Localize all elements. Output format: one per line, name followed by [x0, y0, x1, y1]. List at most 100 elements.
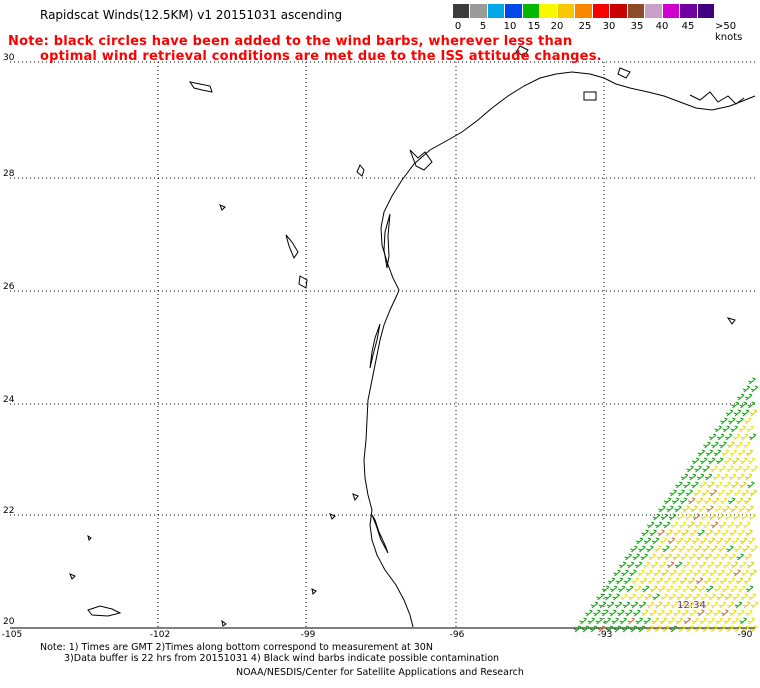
wind-barb — [706, 561, 715, 569]
lon-label-93: -93 — [597, 630, 613, 640]
wind-barb — [720, 473, 729, 481]
wind-barb — [579, 617, 587, 625]
wind-barb — [698, 505, 706, 513]
wind-barb — [677, 569, 685, 577]
wind-barb — [744, 417, 752, 425]
wind-barb — [747, 537, 756, 545]
island-west — [87, 605, 122, 617]
wind-barb — [646, 545, 654, 553]
wind-barb — [727, 497, 736, 505]
wind-barb — [601, 609, 609, 617]
wind-barb — [739, 401, 747, 409]
wind-barb — [702, 521, 711, 529]
wind-barb — [731, 481, 739, 489]
wind-barb — [659, 617, 667, 625]
wind-barb — [677, 489, 685, 497]
wind-barb — [603, 617, 611, 625]
wind-barb — [732, 513, 741, 521]
wind-barb — [677, 625, 686, 633]
wind-barb — [656, 553, 664, 561]
wind-barb — [669, 569, 677, 577]
wind-barb — [682, 505, 690, 513]
wind-barb — [649, 529, 657, 537]
wind-barb — [614, 601, 623, 609]
wind-barb — [710, 521, 719, 529]
wind-barb — [749, 569, 757, 577]
wind-barb — [661, 625, 670, 633]
attitude-note-line2: optimal wind retrieval conditions are me… — [40, 49, 602, 64]
lon-label-96: -96 — [449, 630, 465, 640]
wind-barb — [738, 425, 746, 433]
wind-barb — [691, 457, 700, 465]
scale-label-45: 45 — [681, 21, 695, 32]
scale-swatch-2 — [487, 4, 506, 18]
wind-barb — [702, 465, 710, 473]
wind-barb — [635, 537, 644, 545]
wind-barb — [676, 593, 684, 601]
wind-barb — [750, 601, 759, 609]
wind-barb — [688, 553, 696, 561]
wind-barb — [625, 609, 633, 617]
wind-barb — [609, 585, 618, 593]
wind-barb — [589, 625, 598, 633]
wind-barb — [652, 593, 660, 601]
wind-barb — [748, 377, 756, 385]
wind-barb — [617, 609, 625, 617]
wind-barb — [734, 601, 743, 609]
wind-barb — [680, 553, 688, 561]
wind-barb — [725, 569, 733, 577]
lake-dot-7 — [87, 534, 92, 541]
wind-barb — [713, 585, 722, 593]
wind-barb — [748, 513, 757, 521]
footer-note-line1: Note: 1) Times are GMT 2)Times along bot… — [40, 642, 433, 653]
wind-barb — [739, 617, 747, 625]
wind-barb — [701, 625, 710, 633]
wind-barb — [719, 441, 727, 449]
wind-barb — [721, 449, 730, 457]
map-title: Rapidscat Winds(12.5KM) v1 20151031 asce… — [40, 8, 343, 22]
wind-barb — [699, 457, 708, 465]
wind-barb — [686, 521, 695, 529]
wind-barb — [741, 489, 749, 497]
wind-barb — [683, 617, 691, 625]
wind-barb — [725, 625, 734, 633]
wind-barb — [697, 585, 706, 593]
wind-barb — [749, 489, 757, 497]
wind-barb — [689, 529, 697, 537]
wind-barb — [736, 417, 744, 425]
wind-barb — [691, 537, 700, 545]
wind-barb — [670, 545, 678, 553]
wind-barb — [689, 585, 698, 593]
wind-barb — [692, 513, 701, 521]
wind-barb — [742, 545, 750, 553]
wind-barb — [596, 593, 604, 601]
wind-barb — [682, 561, 691, 569]
wind-barb — [711, 497, 720, 505]
wind-barb — [713, 529, 721, 537]
scale-swatch-5 — [540, 4, 558, 18]
wind-barb — [671, 497, 680, 505]
wind-barb — [731, 457, 740, 465]
wind-barb — [684, 593, 692, 601]
wind-barb — [648, 553, 656, 561]
wind-barb — [708, 593, 716, 601]
wind-barb — [607, 577, 616, 585]
wind-barb — [708, 433, 717, 441]
wind-barb — [622, 601, 631, 609]
wind-barb — [645, 569, 653, 577]
wind-barb — [725, 409, 734, 417]
wind-barb — [717, 625, 726, 633]
wind-barb — [709, 489, 717, 497]
wind-barb — [694, 601, 703, 609]
wind-barb — [644, 593, 652, 601]
wind-barb — [746, 505, 754, 513]
wind-barb — [726, 521, 735, 529]
wind-barb — [690, 505, 698, 513]
wind-barb — [741, 625, 750, 633]
lake-dot-6 — [221, 619, 227, 627]
wind-barb — [697, 609, 705, 617]
wind-barb — [658, 561, 667, 569]
wind-barb — [707, 481, 715, 489]
wind-barb — [665, 585, 674, 593]
scale-swatch-11 — [645, 4, 663, 18]
